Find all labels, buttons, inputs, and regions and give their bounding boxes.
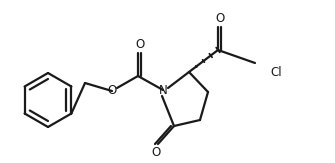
Text: O: O	[215, 13, 225, 25]
Text: O: O	[135, 38, 145, 52]
Text: O: O	[108, 84, 117, 97]
Text: O: O	[151, 147, 160, 160]
Text: Cl: Cl	[270, 67, 282, 80]
Text: N: N	[159, 83, 168, 96]
